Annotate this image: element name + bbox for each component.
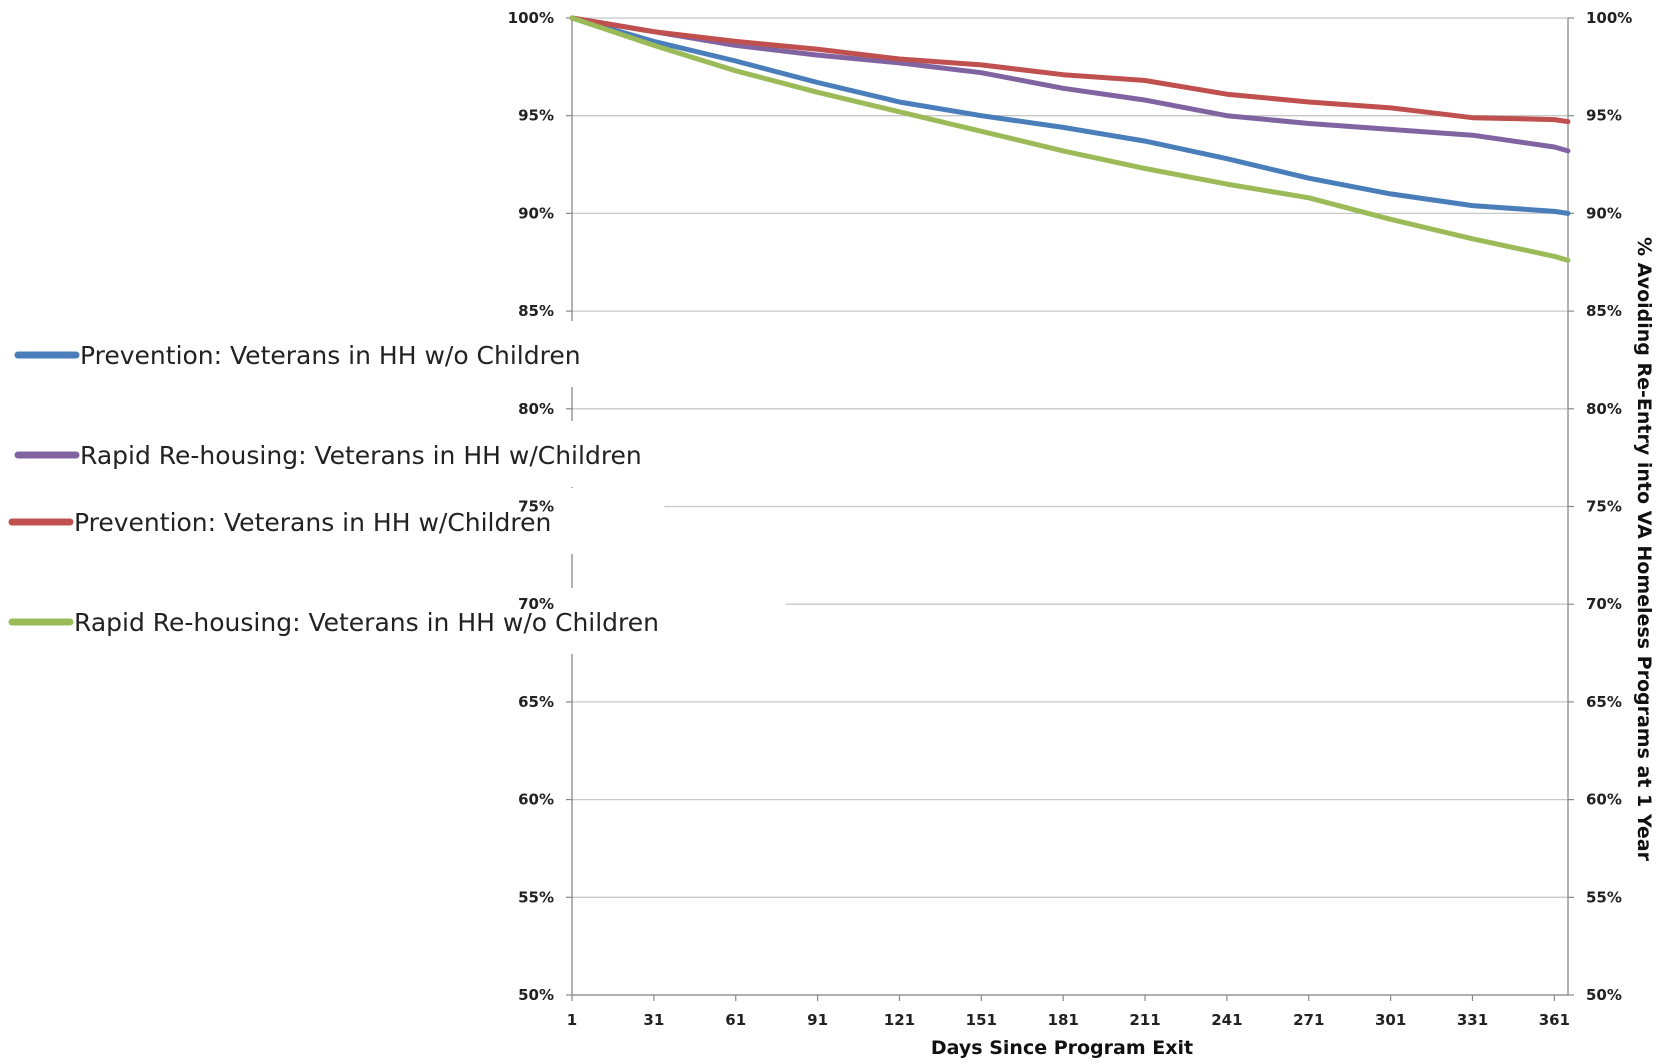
x-tick-label: 61 bbox=[725, 1011, 746, 1029]
y-tick-label: 80% bbox=[518, 400, 554, 418]
legend-item-background bbox=[0, 488, 665, 554]
legend-item-background bbox=[0, 421, 762, 487]
x-tick-label: 91 bbox=[807, 1011, 828, 1029]
y-tick-label-right: 50% bbox=[1586, 986, 1622, 1004]
y-tick-label: 75% bbox=[518, 498, 554, 516]
x-tick-label: 1 bbox=[567, 1011, 577, 1029]
y-tick-label-right: 60% bbox=[1586, 791, 1622, 809]
y-tick-label: 65% bbox=[518, 693, 554, 711]
y-tick-label-right: 75% bbox=[1586, 498, 1622, 516]
y-tick-label: 70% bbox=[518, 595, 554, 613]
y-tick-label: 55% bbox=[518, 888, 554, 906]
x-axis-title: Days Since Program Exit bbox=[931, 1037, 1193, 1059]
x-tick-label: 151 bbox=[966, 1011, 997, 1029]
legend-label: Rapid Re-housing: Veterans in HH w/Child… bbox=[80, 441, 642, 470]
x-tick-label: 241 bbox=[1211, 1011, 1242, 1029]
tick-labels: 50% 50% 55% 55% 60% 60% 65% 65% 70% 70% 75% 75% 80% 8… bbox=[508, 9, 1633, 1029]
y-tick-label-right: 90% bbox=[1586, 204, 1622, 222]
legend-item-background bbox=[0, 321, 701, 387]
y-tick-label: 85% bbox=[518, 302, 554, 320]
legend-label: Prevention: Veterans in HH w/o Children bbox=[80, 341, 581, 370]
series-line-3 bbox=[569, 15, 1571, 125]
legend: Prevention: Veterans in HH w/o Children R… bbox=[0, 321, 786, 654]
y-tick-label-right: 65% bbox=[1586, 693, 1622, 711]
legend-label: Prevention: Veterans in HH w/Children bbox=[74, 508, 551, 537]
series-line-4 bbox=[569, 15, 1571, 263]
axes bbox=[566, 17, 1574, 1001]
series-lines bbox=[569, 15, 1571, 263]
y-tick-label-right: 95% bbox=[1586, 107, 1622, 125]
x-tick-label: 271 bbox=[1293, 1011, 1324, 1029]
series-line-2 bbox=[569, 15, 1571, 154]
x-tick-label: 31 bbox=[643, 1011, 664, 1029]
x-tick-label: 121 bbox=[884, 1011, 915, 1029]
y-tick-label: 90% bbox=[518, 204, 554, 222]
x-tick-label: 301 bbox=[1375, 1011, 1406, 1029]
y-axis-title: % Avoiding Re-Entry into VA Homeless Pro… bbox=[1633, 237, 1655, 862]
x-tick-label: 181 bbox=[1048, 1011, 1079, 1029]
y-tick-label-right: 80% bbox=[1586, 400, 1622, 418]
y-tick-label: 50% bbox=[518, 986, 554, 1004]
y-tick-label: 100% bbox=[508, 9, 554, 27]
x-tick-label: 211 bbox=[1129, 1011, 1160, 1029]
y-tick-label-right: 85% bbox=[1586, 302, 1622, 320]
series-line-1 bbox=[569, 15, 1571, 216]
x-tick-label: 331 bbox=[1457, 1011, 1488, 1029]
y-tick-label-right: 70% bbox=[1586, 595, 1622, 613]
gridlines bbox=[572, 17, 1568, 996]
legend-label: Rapid Re-housing: Veterans in HH w/o Chi… bbox=[74, 608, 659, 637]
x-tick-label: 361 bbox=[1539, 1011, 1570, 1029]
y-tick-label-right: 55% bbox=[1586, 888, 1622, 906]
y-tick-label: 60% bbox=[518, 791, 554, 809]
legend-item-background bbox=[0, 588, 786, 654]
y-tick-label: 95% bbox=[518, 107, 554, 125]
y-tick-label-right: 100% bbox=[1586, 9, 1632, 27]
